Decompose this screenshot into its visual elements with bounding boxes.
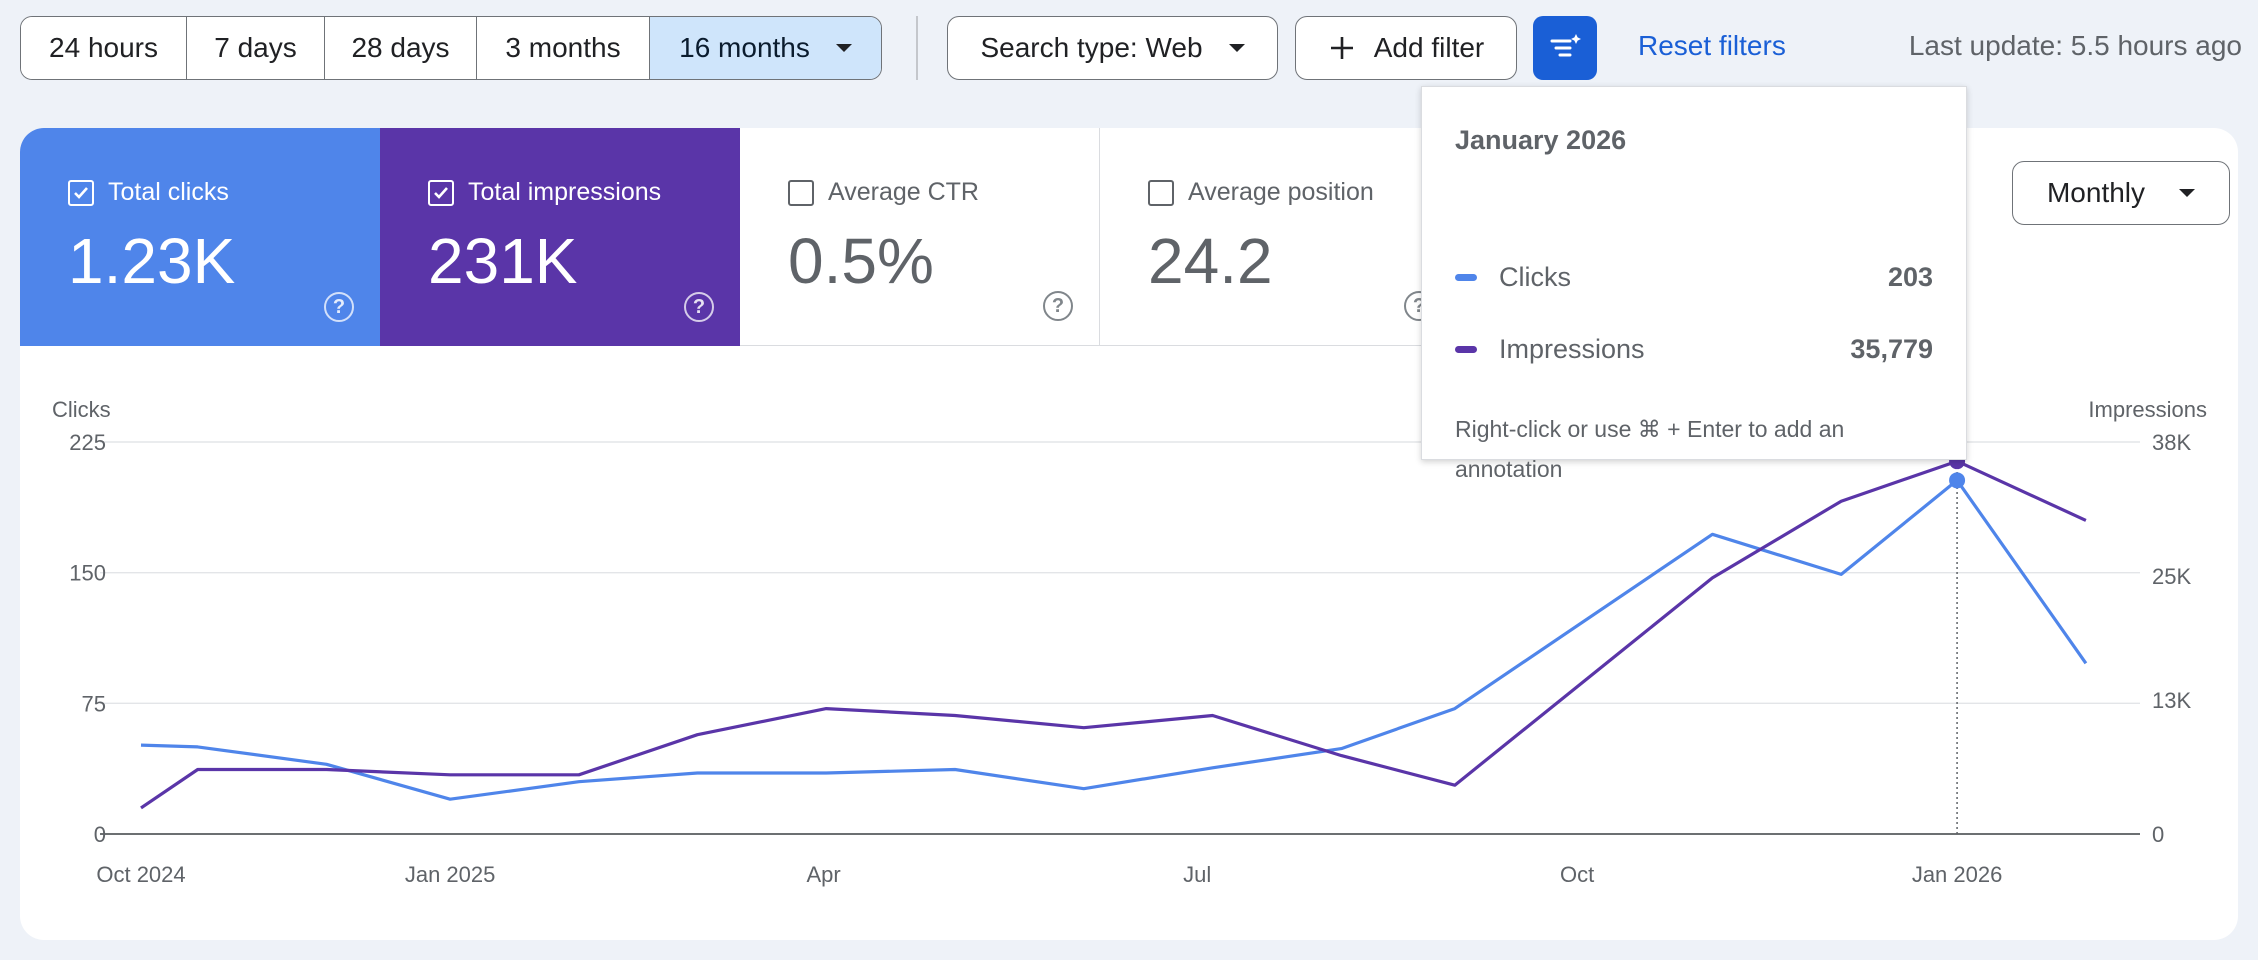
range-28-days[interactable]: 28 days <box>325 17 477 79</box>
x-tick-label: Jan 2025 <box>405 862 496 887</box>
right-axis-title: Impressions <box>2088 397 2207 422</box>
checkbox-checked-icon[interactable] <box>428 179 454 206</box>
plus-icon <box>1330 37 1353 59</box>
range-label: 28 days <box>351 32 450 63</box>
search-type-dropdown[interactable]: Search type: Web <box>947 16 1278 80</box>
tooltip-row-clicks: Clicks 203 <box>1455 257 1933 297</box>
metric-label: Average CTR <box>788 178 979 207</box>
impressions-swatch-icon <box>1455 345 1477 353</box>
tooltip-row-name: Impressions <box>1499 333 1645 364</box>
metric-value: 24.2 <box>1148 225 1273 297</box>
range-24-hours[interactable]: 24 hours <box>21 17 187 79</box>
help-icon[interactable]: ? <box>324 292 354 322</box>
tooltip-row-name: Clicks <box>1499 261 1571 292</box>
search-type-label: Search type: Web <box>980 32 1203 63</box>
add-filter-label: Add filter <box>1373 32 1485 63</box>
metric-average-ctr[interactable]: Average CTR 0.5% ? <box>740 128 1100 346</box>
impressions-series-line <box>140 459 2087 810</box>
help-icon[interactable]: ? <box>684 292 714 322</box>
right-tick-label: 38K <box>2152 430 2191 455</box>
range-label: 7 days <box>214 32 297 63</box>
chevron-down-icon <box>1228 44 1245 52</box>
range-16-months[interactable]: 16 months <box>650 17 881 79</box>
x-tick-label: Oct <box>1560 862 1594 887</box>
last-update-text: Last update: 5.5 hours ago <box>1908 30 2242 61</box>
metric-value: 0.5% <box>788 225 934 297</box>
right-tick-label: 25K <box>2152 564 2191 589</box>
x-tick-label: Oct 2024 <box>96 862 185 887</box>
tooltip-hint: Right-click or use ⌘ + Enter to add an a… <box>1455 416 1845 482</box>
x-tick-label: Apr <box>807 862 841 887</box>
left-axis-title: Clicks <box>52 397 111 422</box>
toolbar-divider <box>916 16 918 80</box>
help-icon[interactable]: ? <box>1043 291 1073 321</box>
add-filter-button[interactable]: Add filter <box>1295 16 1517 80</box>
metric-label: Total clicks <box>68 178 229 207</box>
interval-dropdown[interactable]: Monthly <box>2012 161 2230 225</box>
metric-value: 231K <box>428 225 578 297</box>
metric-total-clicks[interactable]: Total clicks 1.23K ? <box>20 128 380 346</box>
chevron-down-icon <box>835 44 852 52</box>
metric-label: Average position <box>1148 178 1374 207</box>
left-tick-label: 225 <box>69 430 106 455</box>
tooltip-row-impressions: Impressions 35,779 <box>1455 329 1933 369</box>
right-tick-label: 0 <box>2152 822 2164 847</box>
chart-tooltip: January 2026 Clicks 203 Impressions 35,7… <box>1421 86 1967 482</box>
chart-axes: 0 75 150 225 0 13K 25K 38K Clicks Impressions Oct … <box>52 397 2207 887</box>
metric-label-text: Total impressions <box>468 178 662 206</box>
metric-value: 1.23K <box>68 225 236 297</box>
tooltip-row-value: 203 <box>1887 261 1933 292</box>
checkbox-unchecked-icon[interactable] <box>1148 179 1174 206</box>
metric-label-text: Average position <box>1188 178 1374 206</box>
metric-label-text: Total clicks <box>108 178 229 206</box>
metric-total-impressions[interactable]: Total impressions 231K ? <box>380 128 740 346</box>
checkbox-checked-icon[interactable] <box>68 179 94 206</box>
filter-sparkle-icon <box>1550 34 1581 57</box>
metric-label-text: Average CTR <box>828 178 979 206</box>
x-tick-label: Jan 2026 <box>1912 862 2003 887</box>
chart-gridlines <box>100 441 2140 835</box>
left-tick-label: 75 <box>82 691 106 716</box>
clicks-swatch-icon <box>1455 273 1477 281</box>
range-3-months[interactable]: 3 months <box>477 17 650 79</box>
x-tick-label: Jul <box>1183 862 1211 887</box>
date-range-selector: 24 hours 7 days 28 days 3 months 16 mont… <box>20 16 882 80</box>
tooltip-row-value: 35,779 <box>1850 333 1933 364</box>
range-label: 16 months <box>679 32 810 63</box>
left-tick-label: 0 <box>94 822 106 847</box>
range-label: 24 hours <box>49 32 158 63</box>
chevron-down-icon <box>2179 189 2196 197</box>
checkbox-unchecked-icon[interactable] <box>788 179 814 206</box>
clicks-hover-point <box>1949 472 1966 489</box>
performance-chart[interactable]: 0 75 150 225 0 13K 25K 38K Clicks Impressions Oct … <box>20 128 2238 940</box>
range-label: 3 months <box>505 32 621 63</box>
metric-average-position[interactable]: Average position 24.2 ? <box>1100 128 1460 346</box>
left-tick-label: 150 <box>69 561 106 586</box>
interval-label: Monthly <box>2046 177 2146 208</box>
clicks-series-line <box>140 478 2088 801</box>
metric-label: Total impressions <box>428 178 661 207</box>
tooltip-title: January 2026 <box>1455 125 1627 155</box>
compare-filter-button[interactable] <box>1533 16 1597 80</box>
chart-series <box>140 459 2088 810</box>
right-tick-label: 13K <box>2152 688 2191 713</box>
reset-filters-link[interactable]: Reset filters <box>1638 30 1786 61</box>
range-7-days[interactable]: 7 days <box>187 17 325 79</box>
